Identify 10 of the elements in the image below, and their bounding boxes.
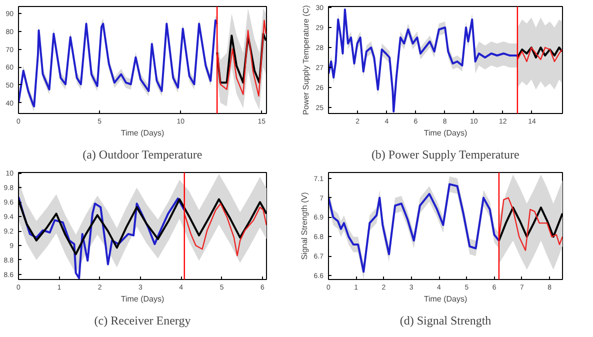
- x-axis-title: Time (Days): [424, 128, 468, 138]
- x-axis-title: Time (Days): [120, 128, 164, 138]
- y-axis-title: Power Supply Temperature (C): [302, 4, 311, 115]
- text: (d) Signal Strength: [400, 314, 492, 328]
- x-axis-title: Time (Days): [120, 294, 164, 304]
- text: (b) Power Supply Temperature: [371, 148, 520, 162]
- text: (a) Outdoor Temperature: [82, 148, 202, 162]
- x-axis-title: Time (Days): [424, 294, 468, 304]
- text: (c) Receiver Energy: [94, 314, 191, 328]
- y-axis-title: Signal Strength (V): [300, 192, 309, 260]
